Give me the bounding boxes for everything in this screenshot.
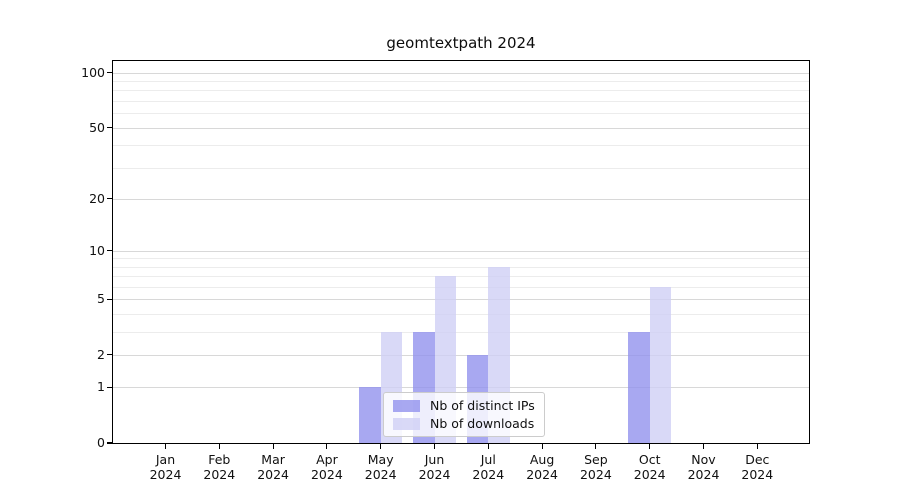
y-major-gridline [113, 387, 809, 389]
x-tick [272, 444, 274, 449]
x-tick [541, 444, 543, 449]
y-major-gridline [113, 127, 809, 129]
x-tick [702, 444, 705, 449]
x-tick [326, 444, 328, 449]
x-tick-label: Apr 2024 [310, 452, 343, 482]
y-tick-label: 20 [89, 190, 105, 206]
y-minor-gridline [113, 331, 809, 333]
plot-area: Nb of distinct IPs Nb of downloads [112, 60, 810, 444]
x-tick-label: Mar 2024 [257, 452, 289, 482]
y-tick [107, 442, 112, 444]
y-minor-gridline [113, 101, 809, 103]
x-tick-label: Feb 2024 [203, 452, 236, 482]
y-major-gridline [113, 299, 809, 301]
bar-oct-distinct-ips [628, 331, 650, 443]
x-tick-label: Nov 2024 [687, 452, 720, 482]
legend-label-distinct-ips: Nb of distinct IPs [430, 398, 535, 413]
x-tick-label: Dec 2024 [741, 452, 774, 482]
bar-oct-downloads [649, 286, 672, 443]
x-tick-label: Sep 2024 [579, 452, 612, 482]
y-minor-gridline [113, 258, 809, 260]
x-tick [380, 444, 382, 449]
x-tick [756, 444, 758, 449]
x-tick-label: Jul 2024 [472, 452, 505, 482]
grid-layer [113, 61, 809, 443]
y-tick-label: 0 [97, 435, 105, 450]
x-tick [649, 444, 651, 449]
y-minor-gridline [113, 113, 809, 115]
y-major-gridline [113, 354, 809, 356]
bar-may-distinct-ips [359, 387, 381, 443]
x-tick-label: Jun 2024 [418, 452, 451, 482]
chart-title: geomtextpath 2024 [386, 34, 536, 52]
x-tick [487, 444, 489, 449]
y-minor-gridline [113, 286, 809, 288]
y-minor-gridline [113, 266, 809, 268]
x-tick [595, 444, 597, 449]
y-tick [107, 198, 112, 200]
y-major-gridline [113, 250, 809, 252]
y-major-gridline [113, 72, 809, 74]
x-tick-label: May 2024 [364, 452, 397, 482]
legend: Nb of distinct IPs Nb of downloads [383, 392, 545, 437]
y-minor-gridline [113, 313, 809, 315]
x-tick [433, 444, 436, 449]
y-tick-label: 1 [97, 379, 105, 395]
x-tick [218, 444, 220, 449]
legend-item-downloads: Nb of downloads [393, 416, 535, 431]
y-tick [107, 298, 112, 300]
y-tick [107, 127, 112, 129]
x-tick-label: Aug 2024 [526, 452, 558, 482]
y-minor-gridline [113, 81, 809, 83]
y-tick-label: 10 [89, 242, 105, 258]
y-major-gridline [113, 198, 809, 200]
y-tick-label: 2 [97, 346, 105, 362]
bar-layer [113, 61, 809, 443]
y-minor-gridline [113, 90, 809, 92]
legend-swatch-downloads [393, 417, 420, 430]
y-tick-label: 100 [81, 64, 105, 80]
y-tick [107, 354, 112, 356]
y-tick-label: 50 [89, 119, 105, 135]
x-tick-label: Jan 2024 [149, 452, 182, 482]
legend-item-distinct-ips: Nb of distinct IPs [393, 398, 535, 413]
legend-swatch-distinct-ips [393, 399, 420, 412]
y-tick [107, 386, 112, 388]
y-minor-gridline [113, 167, 809, 169]
y-minor-gridline [113, 276, 809, 278]
y-minor-gridline [113, 145, 809, 147]
y-tick [107, 250, 112, 252]
x-tick [164, 444, 167, 449]
legend-label-downloads: Nb of downloads [430, 416, 535, 431]
y-tick [107, 72, 112, 74]
x-tick-label: Oct 2024 [633, 452, 666, 482]
y-tick-label: 5 [97, 291, 105, 307]
